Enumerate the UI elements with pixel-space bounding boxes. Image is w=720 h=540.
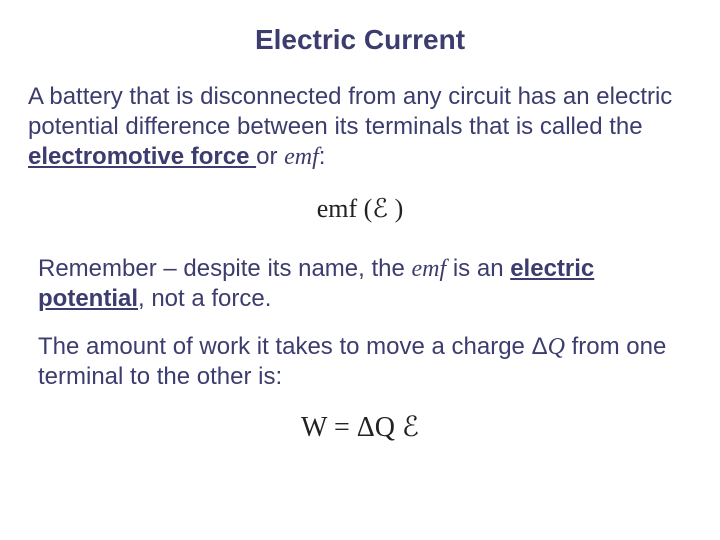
f1-open: ( [357, 194, 372, 223]
f2-lhs: W [301, 412, 334, 443]
p1-pre: A battery that is disconnected from any … [28, 83, 672, 140]
slide-title: Electric Current [28, 24, 692, 56]
p1-mid: or [256, 143, 284, 170]
f1-close: ) [388, 194, 403, 223]
p2-post: , not a force. [138, 285, 271, 312]
p2-mid: is an [446, 255, 510, 282]
p1-post: : [319, 143, 326, 170]
p3-q: Q [548, 334, 565, 360]
f1-emf-word: emf [317, 194, 357, 223]
f2-emf: ℰ [402, 412, 419, 443]
paragraph-1: A battery that is disconnected from any … [28, 82, 692, 172]
f1-symbol: ℰ [372, 194, 388, 223]
p1-emf-label: electromotive force [28, 143, 256, 170]
slide: Electric Current A battery that is disco… [0, 0, 720, 540]
formula-work: W = ΔQ ℰ [28, 410, 692, 444]
formula-emf: emf (ℰ ) [28, 194, 692, 224]
p3-pre: The amount of work it takes to move a ch… [38, 333, 548, 360]
p2-pre: Remember – despite its name, the [38, 255, 412, 282]
f2-eq: = [334, 412, 357, 443]
f2-dq: ΔQ [357, 412, 402, 443]
p1-emf-italic: emf [284, 144, 319, 170]
p2-emf-italic: emf [412, 256, 447, 282]
paragraph-2: Remember – despite its name, the emf is … [38, 254, 682, 314]
paragraph-3: The amount of work it takes to move a ch… [38, 332, 682, 392]
